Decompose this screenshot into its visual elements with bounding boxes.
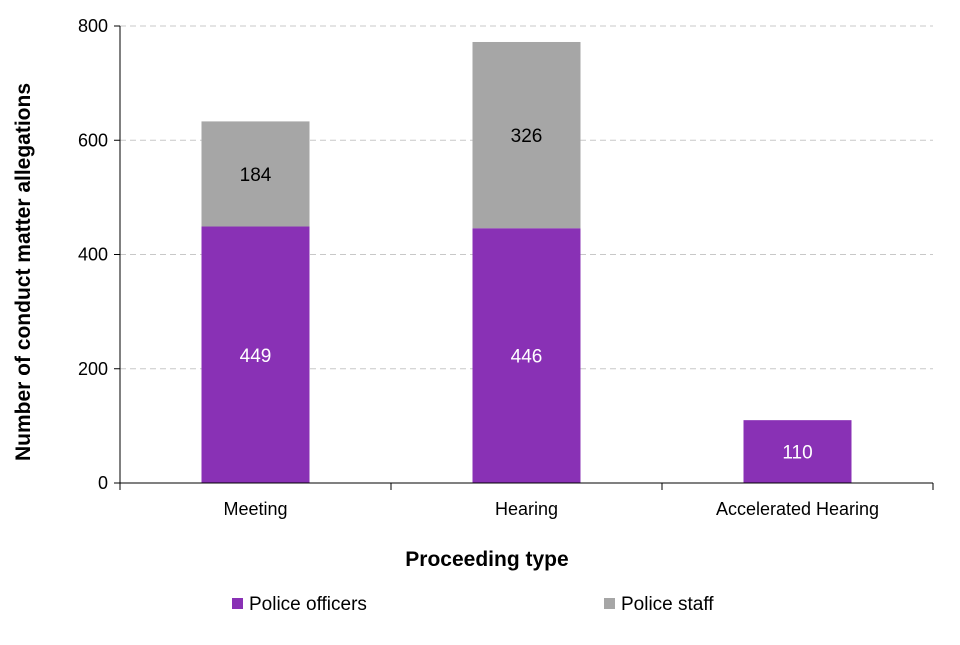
bar-segment xyxy=(472,228,581,483)
bar-segment xyxy=(201,226,310,484)
bar-segment xyxy=(201,121,310,227)
legend-label: Police staff xyxy=(621,594,714,615)
axes xyxy=(114,25,934,490)
bars xyxy=(201,41,852,484)
x-axis-title: Proceeding type xyxy=(405,548,568,571)
legend-label: Police officers xyxy=(249,594,367,615)
y-axis-title: Number of conduct matter allegations xyxy=(12,83,35,461)
legend-swatch xyxy=(232,598,243,609)
x-tick-labels: Meeting Hearing Accelerated Hearing xyxy=(223,499,879,519)
x-tick-label: Accelerated Hearing xyxy=(716,499,879,519)
bar-segment xyxy=(743,420,852,483)
data-label: 446 xyxy=(511,347,543,368)
data-label: 110 xyxy=(782,443,812,464)
data-label: 449 xyxy=(240,346,272,367)
y-tick-label: 0 xyxy=(98,473,108,493)
y-tick-label: 200 xyxy=(78,359,108,379)
data-label: 184 xyxy=(240,165,272,186)
y-tick-label: 400 xyxy=(78,245,108,265)
y-tick-label: 800 xyxy=(78,16,108,36)
x-tick-label: Meeting xyxy=(223,499,287,519)
x-tick-label: Hearing xyxy=(495,499,558,519)
y-tick-labels: 0 200 400 600 800 xyxy=(78,16,108,493)
legend: Police officers Police staff xyxy=(232,594,714,615)
data-labels: 449 184 446 326 110 xyxy=(240,126,813,463)
legend-swatch xyxy=(604,598,615,609)
y-tick-label: 600 xyxy=(78,130,108,150)
data-label: 326 xyxy=(511,126,543,147)
bar-segment xyxy=(472,41,581,229)
